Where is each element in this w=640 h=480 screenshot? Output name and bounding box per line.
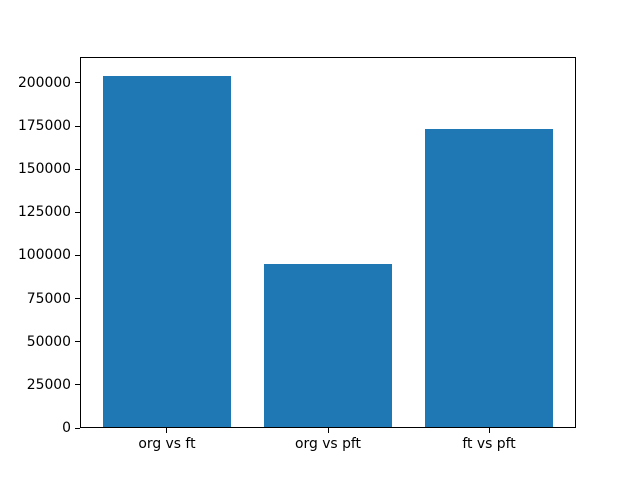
y-tick-mark [75,211,80,213]
x-tick-label: ft vs pft [462,436,516,452]
y-tick-label: 150000 [17,161,71,178]
y-tick-label: 200000 [17,74,71,91]
y-tick-label: 125000 [17,204,71,221]
y-tick-label: 25000 [26,376,71,393]
x-tick-mark [327,428,329,433]
y-tick-mark [75,341,80,343]
x-tick-label: org vs pft [295,436,361,452]
x-tick-mark [166,428,168,433]
y-tick-label: 50000 [26,333,71,350]
bar [102,75,232,428]
y-tick-mark [75,384,80,386]
y-tick-label: 75000 [26,290,71,307]
y-tick-label: 175000 [17,118,71,135]
y-tick-mark [75,125,80,127]
y-tick-mark [75,427,80,429]
y-tick-mark [75,168,80,170]
bar [424,129,554,428]
y-tick-label: 100000 [17,247,71,264]
y-tick-mark [75,298,80,300]
x-tick-label: org vs ft [138,436,196,452]
bar [263,264,393,428]
y-tick-label: 0 [62,420,71,436]
y-tick-mark [75,82,80,84]
y-tick-mark [75,254,80,256]
x-tick-mark [488,428,490,433]
